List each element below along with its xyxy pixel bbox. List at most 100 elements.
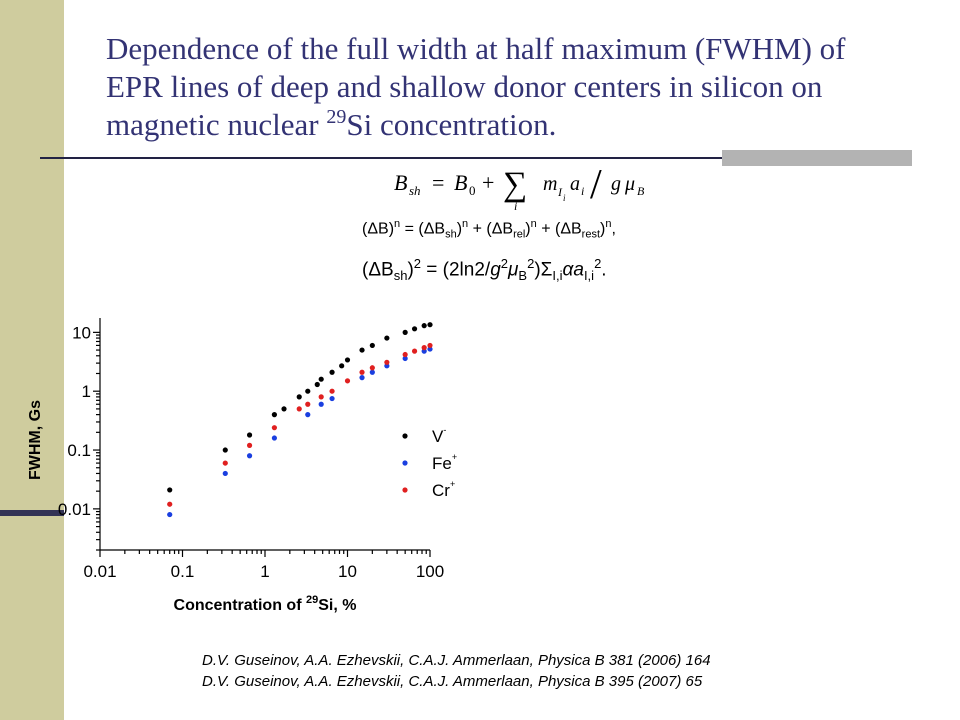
data-point [318, 394, 324, 400]
f3-sup: 2 [594, 256, 602, 271]
y-tick-label: 10 [72, 323, 91, 342]
data-point [421, 345, 427, 351]
data-point [339, 363, 345, 369]
data-point [314, 381, 320, 388]
f3-part: μ [508, 259, 519, 281]
side-accent-bar [0, 510, 64, 516]
data-point [281, 406, 287, 412]
f3-part: g [490, 259, 501, 281]
data-point [344, 357, 351, 363]
x-axis-title: Concentration of 29Si, % [174, 594, 357, 614]
formula-bsh: B sh = B 0 + ∑ i m I i a i / g μ B [394, 162, 645, 213]
data-point [167, 501, 173, 507]
y-axis-title: FWHM, Gs [27, 400, 44, 480]
legend-marker [402, 487, 408, 493]
f2-sub: rel [513, 228, 526, 241]
f3-sup: 2 [413, 256, 421, 271]
data-point [359, 347, 365, 353]
f1-b0: B [454, 170, 467, 195]
legend-label: V- [432, 425, 446, 446]
data-point [402, 329, 408, 335]
formula-linewidth-sum: (ΔB)n = (ΔBsh)n + (ΔBrel)n + (ΔBrest)n, [362, 218, 616, 241]
f2-sub: sh [445, 228, 457, 241]
data-point [427, 322, 433, 328]
f1-mu: μ [624, 173, 635, 195]
data-point [411, 348, 418, 354]
data-point [329, 369, 335, 375]
y-tick-label: 0.1 [67, 441, 91, 460]
f1-mu-sub: B [637, 184, 645, 198]
data-point [296, 406, 302, 412]
data-point [246, 442, 253, 448]
f3-part: (ΔB [362, 259, 394, 281]
f1-m-sub: I [557, 185, 563, 199]
f1-sum-sign: ∑ [503, 166, 527, 203]
data-point [222, 470, 228, 477]
data-point [305, 412, 311, 418]
data-point [246, 432, 253, 438]
title-line-1: Dependence of the full width at half max… [106, 31, 846, 66]
y-tick-label: 0.01 [58, 500, 91, 519]
title-line-3-post: Si concentration. [346, 107, 557, 142]
data-point [271, 412, 278, 418]
f1-g: g [611, 173, 621, 195]
f2-part: ) [600, 220, 606, 238]
f2-part: + (ΔB [468, 220, 514, 238]
data-point [359, 369, 365, 375]
data-point [369, 369, 375, 375]
x-tick-label: 1 [260, 562, 269, 581]
x-axis-title-sup: 29 [306, 594, 318, 606]
data-point [167, 487, 173, 493]
data-point [411, 326, 418, 332]
f2-part: , [611, 220, 616, 238]
data-point [305, 388, 311, 394]
f3-sub: B [518, 268, 528, 284]
f3-sup: 2 [527, 256, 535, 271]
f2-part: + (ΔB [536, 220, 582, 238]
f3-part: αa [562, 259, 584, 281]
formula-shf-width: (ΔBsh)2 = (2ln2/g2μB2)ΣI,iαaI,i2. [362, 256, 607, 283]
f1-b0-sub: 0 [469, 183, 476, 198]
title-underline [40, 157, 912, 159]
title-isotope-superscript: 29 [326, 106, 347, 128]
data-point [402, 355, 408, 362]
data-point [402, 351, 408, 358]
f1-a: a [570, 173, 580, 195]
f1-m: m [543, 173, 557, 195]
f3-part: . [601, 259, 607, 281]
title-line-3-pre: magnetic nuclear [106, 107, 327, 142]
f1-a-sub: i [581, 184, 584, 198]
reference-2: D.V. Guseinov, A.A. Ezhevskii, C.A.J. Am… [202, 673, 703, 690]
data-point [384, 359, 390, 365]
chart-fwhm-mt: 0.010.11101001E-41E-30.010.11Concentrati… [0, 280, 470, 620]
x-tick-label: 0.01 [83, 562, 116, 581]
legend-label: Fe+ [432, 452, 457, 473]
data-point [222, 460, 228, 466]
data-point [329, 388, 335, 394]
f2-part: = (ΔB [400, 220, 446, 238]
data-point [318, 376, 324, 382]
f1-m-subsub: i [563, 193, 566, 203]
legend-label: Cr+ [432, 479, 455, 500]
reference-1: D.V. Guseinov, A.A. Ezhevskii, C.A.J. Am… [202, 652, 711, 669]
legend-marker [402, 460, 408, 466]
title-line-3: magnetic nuclear 29Si concentration. [106, 106, 936, 144]
slide-title: Dependence of the full width at half max… [106, 30, 936, 144]
f3-sub: sh [393, 268, 408, 284]
data-point [421, 323, 427, 329]
data-point [318, 401, 324, 407]
f1-slash: / [590, 162, 602, 208]
f3-sub: I,i [583, 268, 595, 284]
f1-sum-index: i [514, 199, 517, 213]
legend-label-name: Fe [432, 454, 452, 473]
x-tick-label: 10 [338, 562, 357, 581]
x-tick-label: 100 [416, 562, 444, 581]
f2-sup: n [394, 218, 401, 230]
data-point [167, 511, 173, 518]
data-point [344, 378, 351, 384]
data-point [329, 395, 335, 402]
f2-part: ) [525, 220, 531, 238]
x-tick-label: 0.1 [171, 562, 195, 581]
x-axis-title-pre: Concentration of [174, 597, 306, 614]
data-point [369, 365, 375, 371]
